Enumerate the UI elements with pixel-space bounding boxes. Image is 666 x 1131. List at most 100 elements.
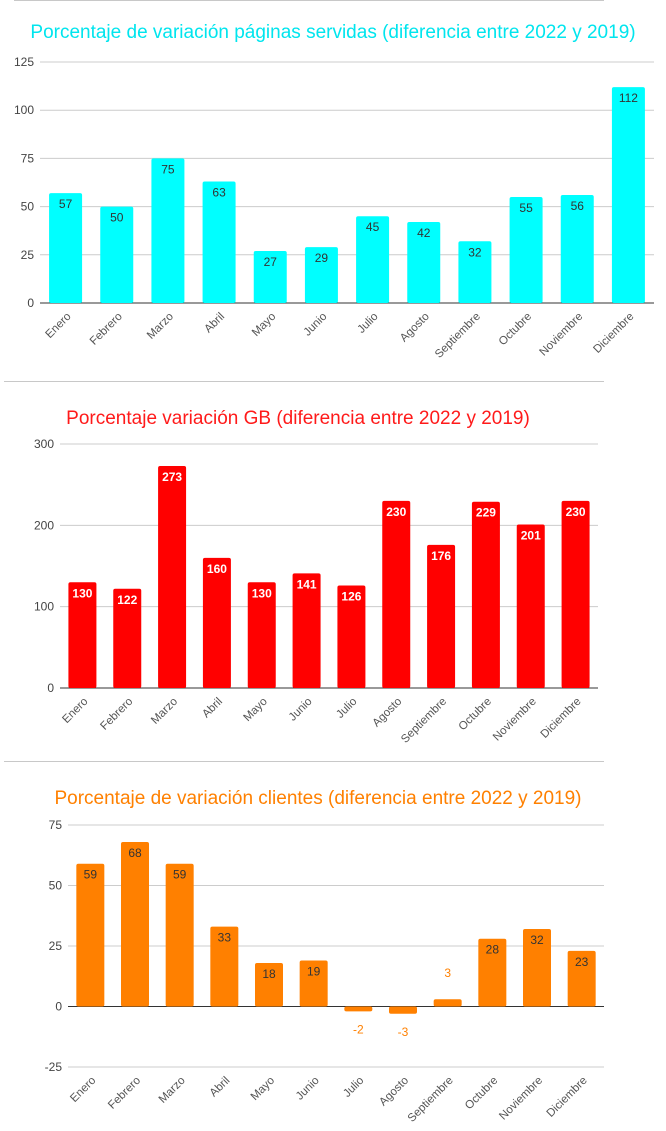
x-tick-label: Enero bbox=[60, 696, 90, 726]
x-tick-label: Agosto bbox=[371, 696, 405, 730]
data-label: 57 bbox=[59, 197, 73, 211]
bar bbox=[304, 247, 338, 303]
bar bbox=[202, 181, 236, 303]
bar bbox=[151, 158, 185, 303]
data-label: 19 bbox=[307, 965, 321, 979]
bar bbox=[49, 193, 83, 303]
x-tick-label: Abril bbox=[200, 696, 225, 721]
x-tick-label: Noviembre bbox=[497, 1075, 545, 1123]
y-tick-label: 75 bbox=[21, 151, 35, 165]
data-label: 45 bbox=[366, 220, 380, 234]
y-tick-label: 0 bbox=[55, 1000, 62, 1014]
y-tick-label: 0 bbox=[47, 681, 54, 695]
x-tick-label: Diciembre bbox=[591, 311, 636, 356]
x-tick-label: Abril bbox=[202, 311, 227, 336]
x-tick-label: Abril bbox=[208, 1075, 233, 1100]
bar bbox=[210, 926, 239, 1007]
bar bbox=[560, 195, 594, 303]
data-label: 28 bbox=[486, 943, 500, 957]
y-tick-label: 125 bbox=[14, 55, 34, 69]
data-label: 50 bbox=[110, 211, 124, 225]
bar bbox=[611, 87, 645, 304]
bar bbox=[344, 1006, 373, 1012]
data-label: 59 bbox=[84, 868, 98, 882]
x-tick-label: Octubre bbox=[497, 311, 534, 348]
x-tick-label: Febrero bbox=[106, 1075, 143, 1112]
bar bbox=[389, 1006, 417, 1014]
bar bbox=[509, 196, 543, 303]
y-tick-label: 100 bbox=[34, 600, 54, 614]
y-tick-label: 0 bbox=[27, 296, 34, 310]
x-tick-label: Septiembre bbox=[433, 311, 483, 361]
x-tick-label: Agosto bbox=[377, 1075, 411, 1109]
bar bbox=[100, 206, 134, 303]
x-tick-label: Mayo bbox=[249, 1075, 277, 1103]
bar bbox=[68, 582, 97, 688]
data-label: 230 bbox=[566, 505, 586, 519]
bar bbox=[158, 465, 187, 688]
chart-divider bbox=[4, 761, 604, 762]
data-label: 29 bbox=[315, 251, 329, 265]
data-label: 59 bbox=[173, 868, 187, 882]
y-tick-label: -25 bbox=[45, 1060, 63, 1074]
x-tick-label: Julio bbox=[341, 1075, 366, 1100]
bar bbox=[255, 962, 283, 1007]
x-tick-label: Julio bbox=[334, 696, 359, 721]
bar bbox=[433, 999, 462, 1007]
x-tick-label: Junio bbox=[294, 1075, 322, 1103]
data-label: 230 bbox=[386, 505, 406, 519]
x-tick-label: Marzo bbox=[157, 1075, 188, 1106]
chart-gb: Porcentaje variación GB (diferencia entr… bbox=[0, 381, 666, 761]
chart-plot: -25 0 25 50 75 59 Enero 68 Febrero 59 Marzo 33 Abril… bbox=[45, 818, 604, 1125]
bar bbox=[337, 585, 366, 688]
y-tick-label: 300 bbox=[34, 437, 54, 451]
bar bbox=[292, 573, 321, 688]
bar bbox=[253, 250, 287, 303]
bar bbox=[356, 216, 390, 303]
x-tick-label: Octubre bbox=[457, 696, 494, 733]
bar bbox=[458, 241, 492, 303]
data-label: 201 bbox=[521, 529, 541, 543]
bar bbox=[165, 863, 194, 1007]
x-tick-label: Noviembre bbox=[538, 311, 586, 359]
x-tick-label: Octubre bbox=[463, 1075, 500, 1112]
bar bbox=[427, 544, 456, 688]
chart-plot: 0 100 200 300 130 Enero 122 Febrero 273 Marzo 160 A… bbox=[34, 437, 598, 746]
data-label: 75 bbox=[161, 162, 175, 176]
data-label: 33 bbox=[218, 931, 232, 945]
data-label: 122 bbox=[117, 593, 137, 607]
bar bbox=[247, 582, 276, 688]
bar bbox=[478, 938, 507, 1007]
x-tick-label: Mayo bbox=[241, 696, 269, 724]
y-tick-label: 200 bbox=[34, 518, 54, 532]
chart-title: Porcentaje variación GB (diferencia entr… bbox=[66, 408, 530, 429]
data-label: 112 bbox=[619, 91, 638, 105]
x-tick-label: Mayo bbox=[250, 311, 278, 339]
data-label: 18 bbox=[262, 967, 276, 981]
bar bbox=[202, 557, 231, 688]
x-tick-label: Marzo bbox=[149, 696, 180, 727]
data-label: 23 bbox=[575, 955, 589, 969]
bar bbox=[407, 222, 441, 303]
data-label: 32 bbox=[468, 245, 482, 259]
chart-divider bbox=[4, 381, 604, 382]
x-tick-label: Noviembre bbox=[491, 696, 539, 744]
bar bbox=[113, 588, 142, 688]
x-tick-label: Marzo bbox=[145, 311, 176, 342]
bar bbox=[76, 863, 105, 1007]
data-label: 68 bbox=[128, 846, 142, 860]
data-label: 176 bbox=[431, 549, 451, 563]
chart-title: Porcentaje de variación páginas servidas… bbox=[30, 22, 636, 43]
data-label: 160 bbox=[207, 562, 227, 576]
y-tick-label: 25 bbox=[49, 939, 63, 953]
bar bbox=[299, 960, 328, 1007]
data-label: 130 bbox=[72, 586, 92, 600]
data-label: 126 bbox=[341, 590, 361, 604]
x-tick-label: Diciembre bbox=[545, 1075, 590, 1120]
x-tick-label: Julio bbox=[355, 311, 380, 336]
bar bbox=[121, 841, 149, 1007]
data-label: 141 bbox=[297, 577, 317, 591]
x-tick-label: Enero bbox=[44, 311, 74, 341]
data-label: -2 bbox=[353, 1022, 364, 1036]
data-label: 229 bbox=[476, 506, 496, 520]
